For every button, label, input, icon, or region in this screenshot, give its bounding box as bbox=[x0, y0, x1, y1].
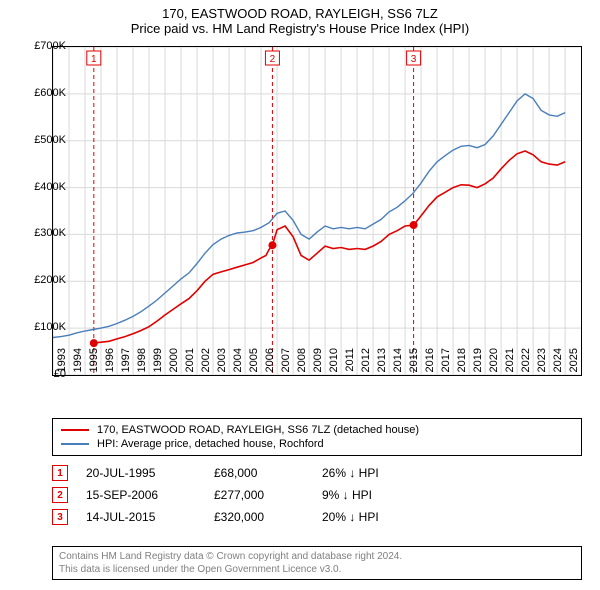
x-axis-label: 2013 bbox=[376, 348, 388, 378]
x-axis-label: 2000 bbox=[168, 348, 180, 378]
x-axis-label: 2017 bbox=[440, 348, 452, 378]
x-axis-label: 2019 bbox=[472, 348, 484, 378]
x-axis-label: 2004 bbox=[232, 348, 244, 378]
x-axis-label: 1998 bbox=[136, 348, 148, 378]
x-axis-label: 1995 bbox=[88, 348, 100, 378]
chart-titles: 170, EASTWOOD ROAD, RAYLEIGH, SS6 7LZ Pr… bbox=[0, 0, 600, 36]
event-marker-3: 3 bbox=[52, 509, 68, 525]
event-row-2: 2 15-SEP-2006 £277,000 9% ↓ HPI bbox=[52, 484, 582, 506]
event-price-2: £277,000 bbox=[214, 488, 304, 502]
event-date-1: 20-JUL-1995 bbox=[86, 466, 196, 480]
event-price-1: £68,000 bbox=[214, 466, 304, 480]
x-axis-label: 2023 bbox=[536, 348, 548, 378]
y-axis-label: £100K bbox=[6, 321, 66, 333]
series-property bbox=[94, 151, 565, 343]
svg-text:3: 3 bbox=[411, 54, 417, 65]
event-marker-2: 2 bbox=[52, 487, 68, 503]
x-axis-label: 2012 bbox=[360, 348, 372, 378]
x-axis-label: 2021 bbox=[504, 348, 516, 378]
chart-title-address: 170, EASTWOOD ROAD, RAYLEIGH, SS6 7LZ bbox=[0, 6, 600, 21]
x-axis-label: 2010 bbox=[328, 348, 340, 378]
y-axis-label: £400K bbox=[6, 181, 66, 193]
x-axis-label: 1994 bbox=[72, 348, 84, 378]
x-axis-label: 2024 bbox=[552, 348, 564, 378]
x-axis-label: 2002 bbox=[200, 348, 212, 378]
x-axis-label: 2014 bbox=[392, 348, 404, 378]
y-axis-label: £300K bbox=[6, 227, 66, 239]
legend-label-hpi: HPI: Average price, detached house, Roch… bbox=[97, 438, 324, 450]
x-axis-label: 2001 bbox=[184, 348, 196, 378]
chart-title-subtitle: Price paid vs. HM Land Registry's House … bbox=[0, 21, 600, 36]
footer-line-2: This data is licensed under the Open Gov… bbox=[59, 563, 575, 576]
x-axis-label: 2003 bbox=[216, 348, 228, 378]
y-axis-label: £200K bbox=[6, 274, 66, 286]
event-row-1: 1 20-JUL-1995 £68,000 26% ↓ HPI bbox=[52, 462, 582, 484]
event-price-3: £320,000 bbox=[214, 510, 304, 524]
x-axis-label: 2006 bbox=[264, 348, 276, 378]
legend: 170, EASTWOOD ROAD, RAYLEIGH, SS6 7LZ (d… bbox=[52, 418, 582, 456]
x-axis-label: 2025 bbox=[568, 348, 580, 378]
x-axis-label: 2022 bbox=[520, 348, 532, 378]
y-axis-label: £600K bbox=[6, 87, 66, 99]
events-table: 1 20-JUL-1995 £68,000 26% ↓ HPI 2 15-SEP… bbox=[52, 462, 582, 528]
svg-text:2: 2 bbox=[270, 54, 276, 65]
footer-line-1: Contains HM Land Registry data © Crown c… bbox=[59, 550, 575, 563]
x-axis-label: 2018 bbox=[456, 348, 468, 378]
x-axis-label: 2007 bbox=[280, 348, 292, 378]
event-row-3: 3 14-JUL-2015 £320,000 20% ↓ HPI bbox=[52, 506, 582, 528]
plot-area: 1 2 3 bbox=[52, 46, 582, 376]
event-diff-2: 9% ↓ HPI bbox=[322, 488, 432, 502]
footer-attribution: Contains HM Land Registry data © Crown c… bbox=[52, 546, 582, 580]
chart-container: 170, EASTWOOD ROAD, RAYLEIGH, SS6 7LZ Pr… bbox=[0, 0, 600, 590]
x-axis-label: 1993 bbox=[56, 348, 68, 378]
x-axis-label: 1999 bbox=[152, 348, 164, 378]
x-axis-label: 2011 bbox=[344, 348, 356, 378]
x-axis-label: 2008 bbox=[296, 348, 308, 378]
x-axis-label: 2005 bbox=[248, 348, 260, 378]
legend-swatch-property bbox=[61, 429, 89, 431]
plot-svg: 1 2 3 bbox=[53, 47, 581, 375]
x-axis-label: 2016 bbox=[424, 348, 436, 378]
y-axis-label: £500K bbox=[6, 134, 66, 146]
y-axis-label: £700K bbox=[6, 40, 66, 52]
event-date-2: 15-SEP-2006 bbox=[86, 488, 196, 502]
event-marker-1: 1 bbox=[52, 465, 68, 481]
event-diff-3: 20% ↓ HPI bbox=[322, 510, 432, 524]
event-diff-1: 26% ↓ HPI bbox=[322, 466, 432, 480]
legend-item-hpi: HPI: Average price, detached house, Roch… bbox=[61, 437, 573, 451]
legend-label-property: 170, EASTWOOD ROAD, RAYLEIGH, SS6 7LZ (d… bbox=[97, 424, 419, 436]
event-date-3: 14-JUL-2015 bbox=[86, 510, 196, 524]
x-axis-label: 2020 bbox=[488, 348, 500, 378]
x-axis-label: 1997 bbox=[120, 348, 132, 378]
x-axis-label: 2009 bbox=[312, 348, 324, 378]
x-axis-label: 1996 bbox=[104, 348, 116, 378]
x-axis-label: 2015 bbox=[408, 348, 420, 378]
legend-item-property: 170, EASTWOOD ROAD, RAYLEIGH, SS6 7LZ (d… bbox=[61, 423, 573, 437]
legend-swatch-hpi bbox=[61, 443, 89, 445]
svg-text:1: 1 bbox=[91, 54, 97, 65]
